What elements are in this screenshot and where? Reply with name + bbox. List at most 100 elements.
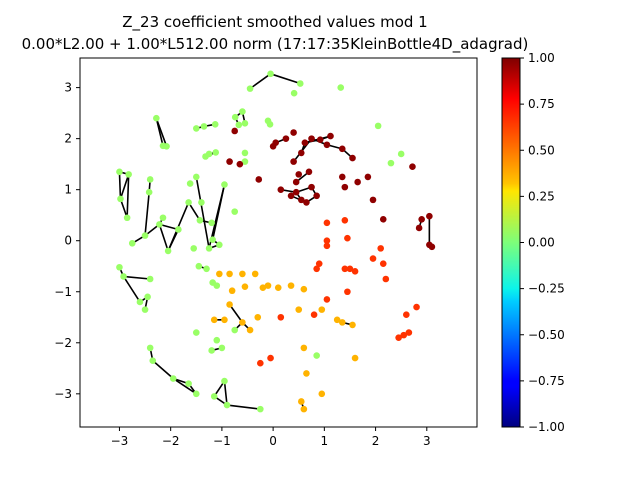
data-point (287, 282, 295, 289)
y-tick-label: 3 (64, 81, 72, 95)
colorbar-ticks: −1.00 −0.75 −0.50 −0.25 0.00 0.25 0.50 0.75 1.00 (520, 51, 565, 434)
data-point (374, 122, 382, 130)
data-point (290, 158, 297, 165)
data-point (323, 296, 331, 303)
data-point (323, 219, 331, 227)
data-point (323, 242, 331, 250)
connection-line (223, 380, 228, 406)
data-point (216, 270, 223, 278)
data-point (405, 329, 413, 336)
data-point (185, 380, 192, 387)
x-axis-ticks: −3 −2 −1 0 1 2 3 (111, 427, 431, 448)
data-point (210, 393, 218, 400)
connection-line (228, 303, 244, 324)
data-point (141, 232, 149, 239)
connection-line (195, 176, 210, 250)
data-point (163, 142, 170, 150)
data-point (379, 215, 387, 223)
data-point (221, 316, 228, 324)
connection-line (167, 228, 180, 252)
data-point (318, 390, 326, 398)
data-point (277, 313, 285, 321)
data-point (303, 370, 310, 377)
connection-line (226, 404, 262, 410)
data-point (226, 270, 233, 278)
data-point (251, 270, 259, 278)
data-point (125, 171, 132, 178)
connection-line (126, 173, 130, 219)
y-axis-ticks: −3 −2 −1 0 1 2 3 (54, 81, 80, 401)
y-tick-label: −2 (54, 336, 72, 350)
data-point (308, 183, 315, 191)
x-tick-label: 2 (372, 434, 380, 448)
data-point (364, 173, 372, 181)
x-tick-label: −1 (213, 434, 231, 448)
colorbar-tick-label: 0.75 (528, 97, 555, 111)
data-point (426, 212, 433, 220)
data-point (351, 268, 359, 275)
data-point (239, 270, 246, 278)
data-point (337, 84, 345, 91)
data-point (203, 265, 210, 273)
connection-line (119, 173, 130, 200)
data-point (175, 226, 182, 233)
data-point (200, 123, 208, 130)
colorbar-tick-label: −1.00 (528, 420, 565, 434)
data-point (246, 326, 254, 334)
data-point (223, 401, 231, 409)
data-point (254, 313, 262, 321)
y-tick-label: 2 (64, 132, 72, 146)
data-point (192, 125, 200, 132)
data-point (344, 288, 351, 296)
connection-line (187, 201, 201, 222)
data-point (387, 159, 395, 167)
data-point (205, 150, 213, 158)
data-point (274, 284, 282, 291)
data-point (190, 245, 198, 252)
data-point (186, 180, 194, 187)
data-point (295, 306, 303, 313)
x-tick-label: −2 (162, 434, 180, 448)
data-point (409, 163, 416, 171)
data-point (241, 283, 249, 290)
colorbar-tick-label: −0.50 (528, 328, 565, 342)
data-point (282, 135, 290, 142)
data-point (400, 331, 408, 339)
data-point (164, 247, 172, 255)
data-point (341, 265, 349, 273)
data-point (239, 108, 246, 115)
data-point (413, 303, 420, 311)
data-point (195, 262, 203, 270)
data-point (231, 113, 239, 121)
data-point (338, 145, 346, 153)
connection-line (144, 191, 150, 237)
data-point (117, 195, 124, 203)
data-point (221, 181, 228, 188)
data-point (318, 306, 326, 313)
data-point (323, 141, 331, 149)
data-point (287, 192, 295, 200)
colorbar-tick-label: −0.25 (528, 282, 565, 296)
data-point (341, 216, 349, 224)
data-point (327, 132, 334, 140)
data-point (428, 243, 436, 251)
colorbar-tick-label: 0.25 (528, 189, 555, 203)
data-point (159, 214, 167, 222)
data-point (313, 192, 320, 200)
data-point (231, 326, 239, 334)
data-point (146, 275, 154, 283)
data-point (144, 293, 151, 301)
data-point (403, 311, 410, 319)
y-tick-label: −3 (54, 387, 72, 401)
data-point (246, 85, 254, 92)
data-point (226, 301, 233, 308)
data-point (300, 285, 308, 293)
data-point (236, 160, 244, 168)
data-point (300, 405, 308, 413)
data-point (305, 168, 313, 176)
connection-line (158, 223, 169, 252)
x-tick-label: 3 (423, 434, 431, 448)
data-point (295, 171, 303, 178)
data-point (338, 319, 346, 326)
data-point (395, 334, 402, 341)
